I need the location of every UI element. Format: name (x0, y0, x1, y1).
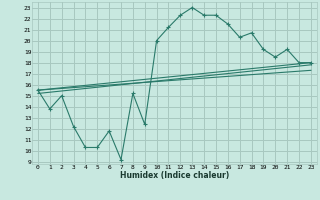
X-axis label: Humidex (Indice chaleur): Humidex (Indice chaleur) (120, 171, 229, 180)
